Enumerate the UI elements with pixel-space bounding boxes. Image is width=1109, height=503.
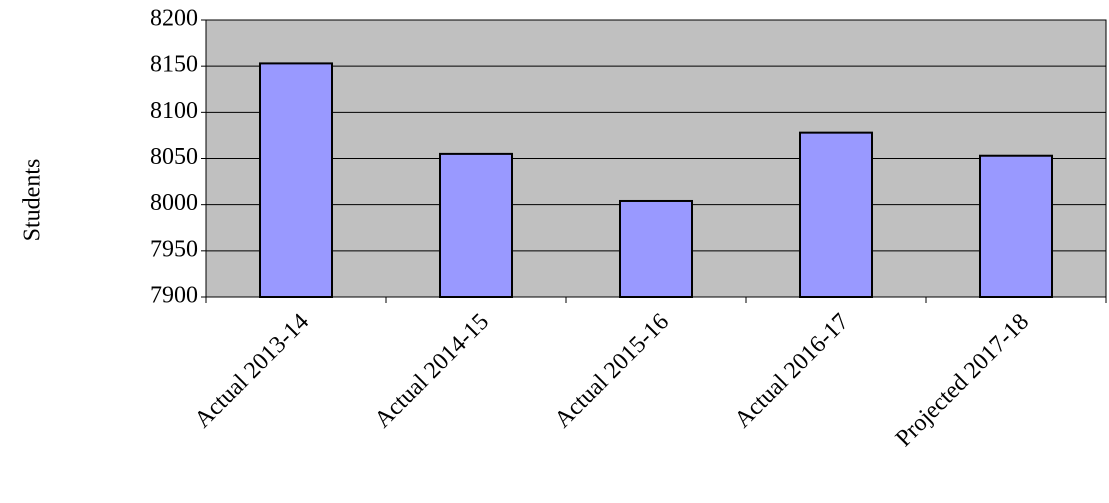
x-tick-label: Actual 2015-16: [550, 309, 674, 433]
x-tick-label: Actual 2013-14: [190, 309, 314, 433]
y-tick-label: 8200: [150, 6, 198, 32]
x-tick-label: Actual 2016-17: [730, 309, 854, 433]
bar: [439, 152, 513, 298]
y-tick-label: 8050: [150, 144, 198, 170]
bar: [259, 62, 333, 298]
y-tick-label: 8150: [150, 52, 198, 78]
bar: [979, 154, 1053, 298]
y-tick-label: 7950: [150, 236, 198, 262]
y-tick-label: 8100: [150, 98, 198, 124]
x-tick-label: Projected 2017-18: [891, 309, 1034, 452]
bar: [619, 199, 693, 298]
y-tick-label: 7900: [150, 283, 198, 309]
bar: [799, 131, 873, 298]
y-tick-label: 8000: [150, 190, 198, 216]
y-axis-label: Students: [20, 159, 46, 242]
x-tick-label: Actual 2014-15: [370, 309, 494, 433]
